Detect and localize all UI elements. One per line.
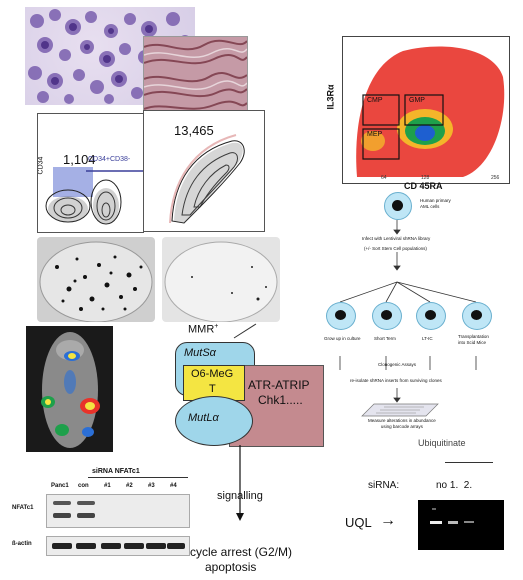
lane-label-con: con (78, 483, 89, 489)
mmr-connector-line (233, 323, 257, 339)
flow-y-label: CD34 (37, 156, 45, 175)
western-header-line (88, 477, 188, 478)
ubiq-top-text: Ubiquitinate (418, 438, 466, 448)
uql-label: UQL (345, 515, 372, 530)
blot-nfatc1 (46, 494, 190, 528)
mouse-imaging-drawing (41, 332, 100, 448)
colony-plate-right (162, 237, 280, 322)
ubiq-gel-image (418, 500, 504, 550)
x-tick-128: 128 (421, 175, 430, 181)
workflow-cell-ltic (416, 302, 446, 330)
histology-image (143, 36, 248, 113)
mmr-title-text: MMR (188, 323, 215, 336)
flow-cd34-plot: CD34 1,104 (37, 113, 144, 233)
workflow-cell-short (372, 302, 402, 330)
mutS-label: MutSα (184, 347, 216, 359)
row-label-actin: ß-actin (12, 541, 32, 547)
workflow-diagram: Human primary AML cells Infect with Lent… (310, 190, 520, 430)
workflow-step-short: Short Term (374, 336, 396, 341)
ubiq-line (445, 462, 493, 463)
lane-label-4: #4 (170, 483, 177, 489)
barcode-array-icon (361, 403, 439, 417)
sirna-label: siRNA: (368, 480, 400, 491)
lane-label-2: #2 (126, 483, 133, 489)
workflow-step-start: Human primary AML cells (420, 198, 451, 209)
x-tick-64: 64 (381, 175, 387, 181)
row-label-nfatc1: NFATc1 (12, 505, 34, 511)
uql-arrow-icon: → (380, 512, 396, 529)
workflow-arrows (339, 220, 477, 403)
signalling-arrow (236, 445, 244, 521)
outcome-line1: cycle arrest (G2/M) (190, 545, 293, 559)
colony-plate-right-drawing (164, 241, 278, 322)
mmr-title: MMR+ (188, 323, 218, 336)
right-count: 13,465 (174, 123, 214, 138)
workflow-step-culture: Grow up in culture (324, 336, 361, 341)
workflow-step-measure: Measure alterations in abundance using b… (368, 418, 436, 429)
atr-label-line2: Chk1..... (258, 393, 303, 407)
workflow-cell-transplant (462, 302, 492, 330)
x-tick-256: 256 (491, 175, 500, 181)
gel-lane-labels: no 1. 2. (436, 480, 473, 491)
lane-label-3: #3 (148, 483, 155, 489)
lesion-box (183, 365, 245, 401)
mouse-imaging (26, 326, 113, 452)
colony-plate-left (37, 237, 155, 322)
il3-x-axis: CD 45RA (404, 181, 443, 191)
mmr-title-sup: + (214, 323, 219, 330)
il3-flow-drawing (356, 46, 505, 177)
western-header: siRNA NFATc1 (92, 468, 140, 475)
gate-label: CD34+CD38- (88, 156, 131, 163)
outcome-line2: apoptosis (205, 560, 257, 574)
flow-cd34-drawing (45, 167, 122, 225)
mutL-ellipse (175, 396, 253, 446)
histology-drawing (144, 39, 247, 110)
gate-count: 1,104 (63, 152, 96, 167)
lane-label-1: #1 (104, 483, 111, 489)
blot-actin (46, 536, 190, 556)
signalling-label: signalling (217, 490, 263, 502)
workflow-step-sort: (+/- Sort Stem Cell populations) (364, 246, 427, 251)
lane-label-panc1: Panc1 (51, 483, 69, 489)
il3-flow-plot: CMP GMP MEP 64 128 256 (342, 36, 510, 184)
lesion-line2: T (209, 383, 216, 395)
workflow-step-ltic: LT-IC (422, 336, 433, 341)
flow-scatter-drawing (169, 134, 245, 224)
lesion-line1: O6-MeG (191, 368, 234, 380)
workflow-cell-culture (326, 302, 356, 330)
il3-y-axis: IL3Rα (325, 84, 336, 110)
workflow-step-infect: Infect with Lentiviral shRNA library (362, 236, 431, 241)
cell-smear-drawing (28, 9, 191, 104)
colony-plate-left-drawing (39, 241, 153, 322)
flow-scatter-plot: 13,465 (143, 110, 265, 232)
mutL-label: MutLα (188, 412, 219, 424)
gate-cmp: CMP (367, 97, 383, 104)
workflow-step-reisolate: re-isolate shRNA inserts from surviving … (350, 378, 442, 383)
gate-gmp: GMP (409, 97, 425, 104)
workflow-step-transplant: Transplantation into Scid Mice (458, 334, 489, 345)
atr-label-line1: ATR-ATRIP (248, 378, 310, 392)
workflow-cell-start (384, 192, 412, 220)
workflow-step-clonogenic: Clonogenic Assays (378, 362, 417, 367)
gate-mep: MEP (367, 131, 383, 138)
